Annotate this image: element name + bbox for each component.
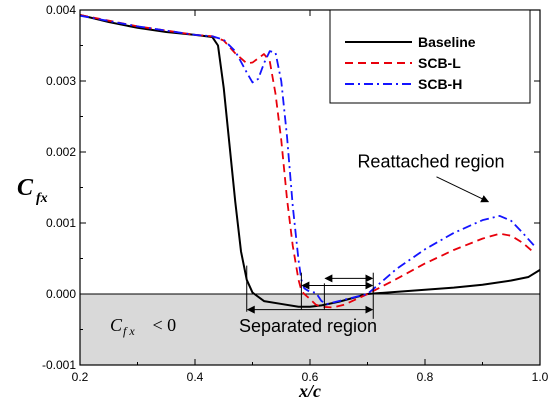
y-tick-label-5: 0.004 [46,3,76,17]
annotations-layer: Separated region Reattached region [239,152,505,336]
reattached-region-label: Reattached region [357,152,504,172]
x-tick-label-4: 1.0 [532,370,549,384]
y-tick-label-3: 0.002 [46,145,76,159]
legend: Baseline SCB-L SCB-H [329,9,531,104]
negative-region-label: C f x < 0 [110,315,176,338]
negative-region-label-c: C [110,315,123,335]
negative-region-label-rest: < 0 [148,315,176,335]
y-tick-label-4: 0.003 [46,74,76,88]
y-axis-title-main: C [17,175,34,201]
legend-label-baseline: Baseline [418,34,476,50]
ticks-layer: 0.2 0.4 0.6 0.8 1.0 -0.001 0.000 0.001 0.002 0.00… [42,3,549,384]
x-tick-label-0: 0.2 [72,370,89,384]
legend-box [329,9,531,104]
legend-label-scb-l: SCB-L [418,55,461,71]
separated-region-label: Separated region [239,316,377,336]
x-tick-label-3: 0.8 [417,370,434,384]
y-tick-label-0: -0.001 [42,358,76,372]
series-line-scb-l [79,14,535,309]
negative-region-label-sub: f x [123,324,135,338]
reattached-arrow [436,176,490,203]
y-axis-title-sub: fx [36,191,48,206]
y-tick-label-2: 0.001 [46,216,76,230]
plot-frame [79,9,541,366]
x-tick-label-2: 0.6 [302,370,319,384]
legend-label-scb-h: SCB-H [418,76,462,92]
y-tick-label-1: 0.000 [46,287,76,301]
y-axis-title: C fx [17,175,48,206]
x-tick-label-1: 0.4 [187,370,204,384]
x-axis-title: x/c [298,381,321,401]
